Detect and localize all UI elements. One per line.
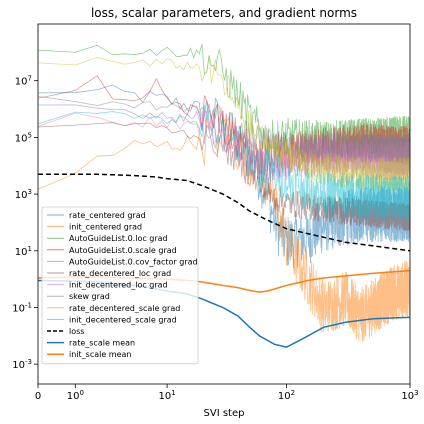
- legend-label: AutoGuideList.0.cov_factor grad: [69, 257, 198, 266]
- legend-label: init_scale mean: [69, 350, 132, 359]
- series-line-init-centered-grad: [38, 106, 410, 342]
- y-tick-label: 10-3: [12, 358, 32, 371]
- plot-frame: [37, 23, 411, 385]
- x-tick-label: 101: [159, 389, 176, 402]
- x-axis-label: SVI step: [204, 408, 245, 419]
- legend-label: init_decentered_scale grad: [69, 315, 177, 324]
- legend-label: rate_decentered_loc grad: [69, 269, 171, 278]
- legend-label: loss: [69, 327, 84, 336]
- series-line-skew-grad: [38, 95, 410, 164]
- legend-label: skew grad: [69, 292, 110, 301]
- y-tick-label: 101: [15, 245, 32, 258]
- legend-label: rate_scale mean: [69, 339, 135, 348]
- legend-label: AutoGuideList.0.loc grad: [69, 234, 168, 243]
- series-line-loss: [38, 173, 410, 252]
- y-tick-label: 105: [15, 131, 32, 144]
- legend-box: [41, 206, 199, 365]
- x-tick-label: 100: [67, 389, 84, 402]
- y-tick-label: 103: [15, 188, 32, 201]
- legend-label: rate_centered grad: [69, 211, 146, 220]
- x-tick-label: 102: [278, 389, 295, 402]
- chart-title: loss, scalar parameters, and gradient no…: [91, 6, 357, 20]
- legend-label: init_decentered_loc grad: [69, 281, 168, 290]
- series-line-init-decentered-scale-grad: [38, 105, 410, 222]
- x-tick-label: 103: [401, 389, 418, 402]
- series-line-rate-scale-mean: [38, 279, 410, 348]
- y-tick-label: 10-1: [12, 301, 32, 314]
- series-line-rate-decentered-scale-grad: [38, 55, 410, 192]
- legend-label: AutoGuideList.0.scale grad: [69, 246, 177, 255]
- legend-label: rate_decentered_scale grad: [69, 304, 180, 313]
- y-tick-label: 107: [15, 75, 32, 88]
- x-tick-label: 0: [35, 391, 41, 402]
- series-line-init-scale-mean: [38, 269, 410, 293]
- legend-label: init_centered grad: [69, 223, 142, 232]
